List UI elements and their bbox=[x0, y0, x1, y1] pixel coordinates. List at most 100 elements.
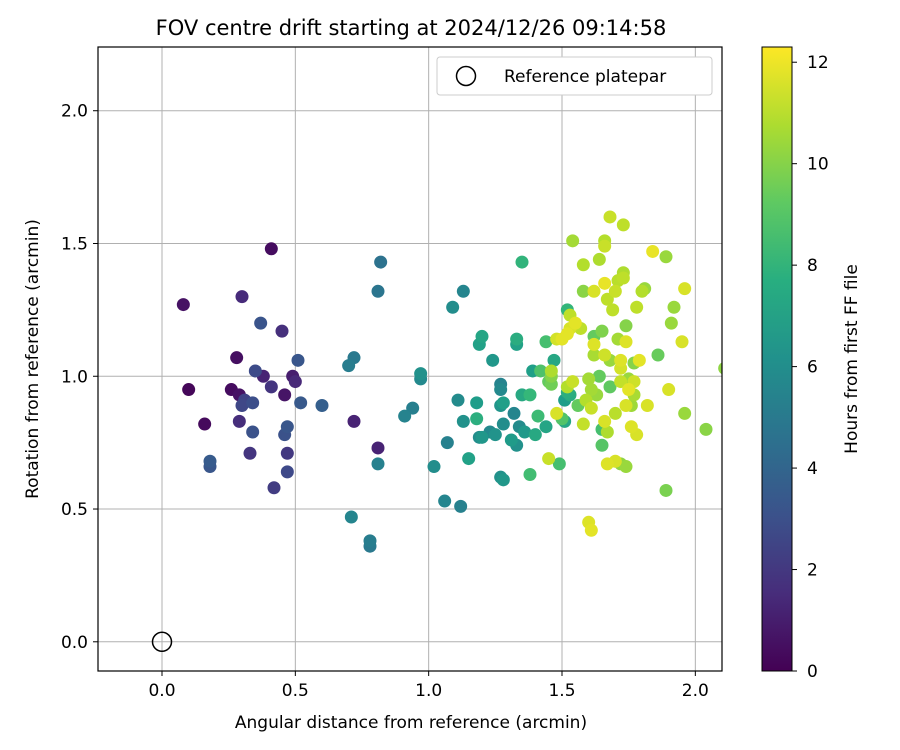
data-point bbox=[542, 452, 556, 466]
data-point bbox=[539, 420, 553, 434]
data-point bbox=[291, 353, 305, 367]
x-tick-label: 0.5 bbox=[282, 681, 309, 701]
data-point bbox=[278, 388, 292, 402]
data-point bbox=[496, 473, 510, 487]
data-point bbox=[475, 430, 489, 444]
data-point bbox=[342, 359, 356, 373]
data-point bbox=[598, 414, 612, 428]
data-point bbox=[264, 380, 278, 394]
x-axis-label: Angular distance from reference (arcmin) bbox=[235, 713, 587, 733]
data-point bbox=[451, 393, 465, 407]
y-tick-label: 0.5 bbox=[61, 500, 88, 520]
data-point bbox=[280, 420, 294, 434]
data-point bbox=[547, 353, 561, 367]
colorbar-tick-label: 12 bbox=[807, 53, 829, 73]
data-point bbox=[616, 271, 630, 285]
data-point bbox=[182, 383, 196, 397]
data-point bbox=[230, 351, 244, 365]
data-point bbox=[246, 396, 260, 410]
data-point bbox=[584, 523, 598, 537]
data-point bbox=[235, 290, 249, 304]
colorbar-tick-label: 0 bbox=[807, 662, 818, 682]
legend: Reference platepar bbox=[436, 56, 713, 96]
data-point bbox=[267, 481, 281, 495]
data-point bbox=[288, 375, 302, 389]
data-point bbox=[632, 353, 646, 367]
data-point bbox=[619, 398, 633, 412]
data-point bbox=[576, 258, 590, 272]
data-point bbox=[203, 454, 217, 468]
data-point bbox=[456, 284, 470, 298]
colorbar-tick-label: 2 bbox=[807, 561, 818, 581]
data-point bbox=[622, 383, 636, 397]
data-point bbox=[427, 460, 441, 474]
data-point bbox=[576, 284, 590, 298]
data-point bbox=[528, 428, 542, 442]
data-point bbox=[659, 483, 673, 497]
data-point bbox=[678, 282, 692, 296]
data-point bbox=[587, 284, 601, 298]
data-point bbox=[614, 353, 628, 367]
data-point bbox=[662, 383, 676, 397]
data-point bbox=[398, 409, 412, 423]
y-tick-label: 2.0 bbox=[61, 102, 88, 122]
data-point bbox=[280, 446, 294, 460]
y-tick-label: 0.0 bbox=[61, 633, 88, 653]
data-point bbox=[552, 457, 566, 471]
y-tick-label: 1.0 bbox=[61, 367, 88, 387]
legend-box bbox=[436, 56, 713, 96]
data-point bbox=[371, 284, 385, 298]
data-point bbox=[275, 324, 289, 338]
data-point bbox=[600, 457, 614, 471]
data-point bbox=[595, 438, 609, 452]
data-point bbox=[315, 398, 329, 412]
data-point bbox=[534, 364, 548, 378]
data-point bbox=[475, 329, 489, 343]
data-point bbox=[576, 417, 590, 431]
x-axis-ticks: 0.0 0.5 1.0 1.5 2.0 bbox=[148, 671, 709, 701]
colorbar-tick-label: 4 bbox=[807, 459, 818, 479]
data-point bbox=[592, 369, 606, 383]
data-point bbox=[440, 436, 454, 450]
data-point bbox=[243, 446, 257, 460]
data-point bbox=[232, 414, 246, 428]
data-point bbox=[584, 401, 598, 415]
data-point bbox=[646, 244, 660, 258]
data-point bbox=[550, 406, 564, 420]
data-point bbox=[406, 401, 420, 415]
data-point bbox=[664, 316, 678, 330]
data-point bbox=[539, 335, 553, 349]
colorbar-ticks: 0 2 4 6 8 10 12 bbox=[792, 53, 829, 682]
data-point bbox=[699, 422, 713, 436]
data-point bbox=[523, 388, 537, 402]
data-point bbox=[582, 372, 596, 386]
data-point bbox=[568, 316, 582, 330]
data-point bbox=[347, 414, 361, 428]
legend-label: Reference platepar bbox=[504, 67, 666, 87]
data-point bbox=[595, 324, 609, 338]
data-point bbox=[587, 348, 601, 362]
data-point bbox=[566, 234, 580, 248]
x-tick-label: 2.0 bbox=[682, 681, 709, 701]
data-point bbox=[488, 428, 502, 442]
colorbar bbox=[761, 46, 793, 672]
data-point bbox=[531, 409, 545, 423]
data-point bbox=[374, 255, 388, 269]
colorbar-label: Hours from first FF file bbox=[842, 264, 862, 454]
reference-platepar-marker bbox=[151, 631, 173, 653]
data-point bbox=[651, 348, 665, 362]
x-tick-label: 1.0 bbox=[415, 681, 442, 701]
data-point bbox=[494, 383, 508, 397]
data-point bbox=[470, 412, 484, 426]
data-point bbox=[718, 362, 722, 375]
data-point bbox=[414, 367, 428, 381]
data-point bbox=[438, 494, 452, 508]
grid-lines bbox=[98, 47, 722, 671]
data-point bbox=[624, 420, 638, 434]
data-point bbox=[606, 303, 620, 317]
x-tick-label: 1.5 bbox=[548, 681, 575, 701]
legend-marker-icon bbox=[455, 65, 477, 87]
data-point bbox=[675, 335, 689, 349]
data-point bbox=[496, 417, 510, 431]
